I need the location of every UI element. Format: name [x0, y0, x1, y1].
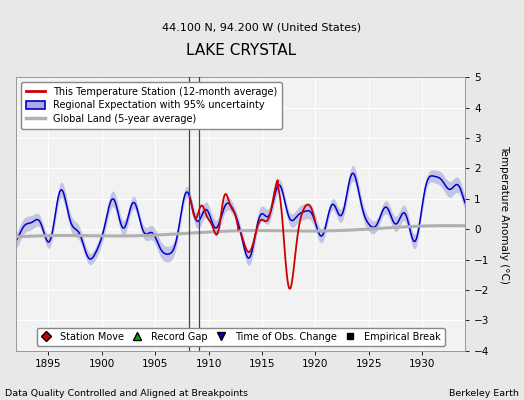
- Text: 44.100 N, 94.200 W (United States): 44.100 N, 94.200 W (United States): [162, 22, 362, 32]
- Text: Data Quality Controlled and Aligned at Breakpoints: Data Quality Controlled and Aligned at B…: [5, 389, 248, 398]
- Y-axis label: Temperature Anomaly (°C): Temperature Anomaly (°C): [499, 144, 509, 283]
- Text: Berkeley Earth: Berkeley Earth: [449, 389, 519, 398]
- Legend: Station Move, Record Gap, Time of Obs. Change, Empirical Break: Station Move, Record Gap, Time of Obs. C…: [37, 328, 445, 346]
- Title: LAKE CRYSTAL: LAKE CRYSTAL: [185, 43, 296, 58]
